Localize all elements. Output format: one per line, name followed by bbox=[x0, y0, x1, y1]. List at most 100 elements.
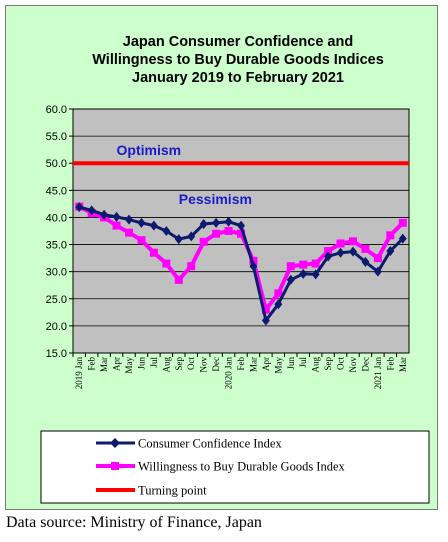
series-point-1 bbox=[174, 234, 183, 245]
legend-marker-2 bbox=[111, 462, 119, 470]
series-point-2 bbox=[162, 259, 171, 268]
series-point-2 bbox=[224, 227, 233, 235]
x-tick-label: Aug bbox=[161, 357, 171, 373]
series-point-2 bbox=[249, 256, 258, 265]
x-tick-label: Jun bbox=[136, 357, 146, 370]
x-tick-label: 2020 Jan bbox=[224, 357, 234, 390]
x-tick-label: 2021 Jan bbox=[373, 357, 383, 390]
chart-title: Japan Consumer Confidence and Willingness… bbox=[92, 34, 384, 86]
x-tick-label: Dec bbox=[360, 357, 370, 372]
series-point-1 bbox=[162, 226, 171, 236]
series-point-2 bbox=[286, 262, 295, 271]
series-point-1 bbox=[100, 209, 109, 220]
series-point-1 bbox=[137, 217, 146, 228]
x-tick-label: Sep bbox=[174, 357, 184, 371]
chart-frame: Japan Consumer Confidence and Willingness… bbox=[5, 5, 438, 510]
x-tick-label: 2019 Jan bbox=[74, 357, 84, 390]
series-point-2 bbox=[261, 305, 270, 314]
series-point-1 bbox=[199, 218, 208, 229]
x-tick-label: Nov bbox=[348, 357, 358, 373]
chart-svg: Japan Consumer Confidence and Willingness… bbox=[40, 34, 430, 504]
series-point-1 bbox=[75, 202, 84, 213]
y-tick-label: 60.0 bbox=[46, 104, 67, 116]
y-tick-label: 55.0 bbox=[46, 131, 67, 143]
legend: Consumer Confidence Index Willingness to … bbox=[40, 430, 430, 504]
series-point-2 bbox=[187, 262, 196, 271]
series-point-1 bbox=[299, 268, 308, 279]
x-tick-label: Oct bbox=[186, 357, 196, 370]
series-point-1 bbox=[249, 261, 258, 272]
x-tick-label: Feb bbox=[385, 357, 395, 371]
y-tick-label: 20.0 bbox=[46, 321, 67, 333]
series-point-2 bbox=[125, 228, 133, 237]
series-point-1 bbox=[361, 256, 370, 267]
y-tick-label: 25.0 bbox=[46, 294, 67, 306]
annotation-1: Optimism bbox=[117, 142, 182, 158]
series-point-2 bbox=[386, 231, 395, 240]
series-point-2 bbox=[311, 259, 320, 268]
series-point-2 bbox=[373, 254, 382, 263]
series-point-2 bbox=[274, 289, 283, 298]
x-tick-label: May bbox=[124, 357, 134, 374]
x-tick-label: Feb bbox=[236, 357, 246, 371]
series-point-1 bbox=[274, 299, 283, 310]
y-tick-label: 50.0 bbox=[46, 158, 67, 170]
series-point-2 bbox=[361, 244, 370, 253]
series-point-1 bbox=[336, 247, 345, 258]
series-point-2 bbox=[199, 237, 208, 246]
series-point-1 bbox=[324, 251, 333, 262]
series-point-1 bbox=[311, 269, 320, 280]
legend-label-1: Consumer Confidence Index bbox=[138, 437, 282, 451]
plot-area: 15.0 20.0 25.0 30.0 35.0 40.0 45.0 50.0 55.0 60.0… bbox=[46, 104, 410, 390]
legend-label-2: Willingness to Buy Durable Goods Index bbox=[138, 460, 346, 474]
series-point-1 bbox=[386, 246, 395, 257]
x-tick-label: Mar bbox=[248, 357, 258, 372]
annotation-2: Pessimism bbox=[179, 191, 252, 207]
series-point-2 bbox=[149, 248, 158, 257]
x-tick-label: Nov bbox=[199, 357, 209, 373]
legend-label-3: Turning point bbox=[138, 484, 207, 498]
series-point-1 bbox=[112, 211, 121, 222]
y-tick-label: 15.0 bbox=[46, 348, 67, 360]
series-point-2 bbox=[237, 229, 245, 238]
x-tick-label: Aug bbox=[311, 357, 321, 373]
x-tick-label: Oct bbox=[336, 357, 346, 370]
series-point-2 bbox=[349, 237, 357, 246]
x-tick-label: Apr bbox=[112, 357, 122, 371]
x-tick-label: Apr bbox=[261, 357, 271, 371]
x-tick-label: Dec bbox=[211, 357, 221, 372]
x-tick-label: Feb bbox=[87, 357, 97, 371]
source-note: Data source: Ministry of Finance, Japan bbox=[6, 514, 262, 531]
series-point-2 bbox=[336, 239, 345, 248]
title-line-2: Willingness to Buy Durable Goods Indices bbox=[92, 52, 384, 68]
x-tick-label: Mar bbox=[99, 357, 109, 372]
series-point-1 bbox=[286, 274, 295, 285]
series-point-1 bbox=[373, 266, 382, 277]
series-point-2 bbox=[299, 260, 308, 269]
series-point-1 bbox=[237, 220, 245, 231]
y-tick-label: 30.0 bbox=[46, 267, 67, 279]
series-point-2 bbox=[398, 218, 407, 227]
y-tick-label: 40.0 bbox=[46, 212, 67, 224]
series-point-1 bbox=[224, 216, 233, 227]
y-tick-label: 35.0 bbox=[46, 240, 67, 252]
series-point-2 bbox=[112, 221, 121, 230]
series-point-1 bbox=[398, 233, 407, 244]
title-line-3: January 2019 to February 2021 bbox=[132, 70, 344, 86]
x-tick-label: Jun bbox=[286, 357, 296, 370]
series-point-1 bbox=[212, 217, 221, 228]
series-point-1 bbox=[125, 214, 133, 225]
series-point-2 bbox=[174, 275, 183, 284]
legend-marker-1 bbox=[110, 438, 120, 448]
y-tick-label: 45.0 bbox=[46, 185, 67, 197]
series-point-2 bbox=[212, 229, 221, 238]
series-point-1 bbox=[149, 220, 158, 231]
series-point-1 bbox=[261, 315, 270, 326]
x-tick-label: May bbox=[273, 357, 283, 374]
series-point-2 bbox=[137, 236, 146, 245]
series-point-1 bbox=[187, 231, 196, 242]
series-point-1 bbox=[349, 246, 357, 257]
x-tick-label: Jul bbox=[149, 357, 159, 368]
x-tick-label: Mar bbox=[398, 357, 408, 372]
series-point-2 bbox=[324, 247, 333, 256]
